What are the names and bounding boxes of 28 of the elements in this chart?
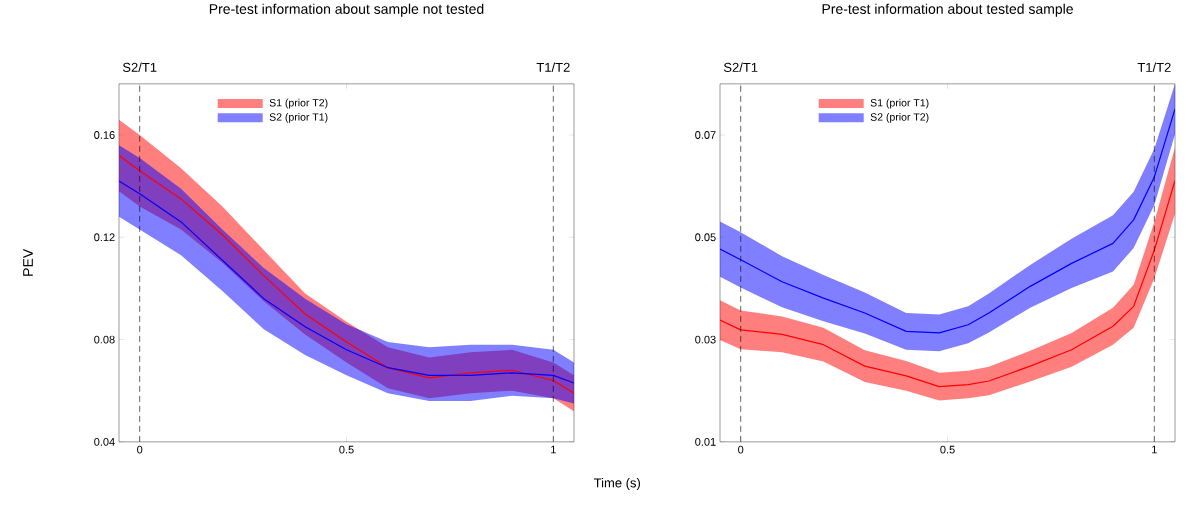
y-tick-label: 0.08 <box>94 335 115 344</box>
y-tick-label: 0.12 <box>94 233 115 242</box>
line-series <box>720 179 1176 388</box>
chart-title: Pre-test information about tested sample <box>822 3 1073 17</box>
x-axis-title: Time (s) <box>593 478 640 491</box>
y-tick-label: 0.07 <box>695 131 716 139</box>
y-tick-label: 0.03 <box>695 335 716 344</box>
x-tick-label: 1 <box>1152 445 1157 454</box>
ref-line-label: S2/T1 <box>122 62 157 73</box>
line-series <box>720 108 1176 334</box>
y-axis-title: PEV <box>23 248 33 276</box>
y-tick-label: 0.16 <box>94 131 115 139</box>
x-tick-label: 0.5 <box>940 445 955 454</box>
chart-title: Pre-test information about sample not tested <box>209 3 484 17</box>
legend-label: S1 (prior T1) <box>870 98 929 109</box>
x-tick-label: 0 <box>137 445 143 454</box>
legend-label: S2 (prior T1) <box>269 113 328 123</box>
x-tick-label: 1 <box>551 445 556 454</box>
legend-label: S2 (prior T2) <box>870 113 929 123</box>
y-tick-label: 0.01 <box>695 438 716 446</box>
ref-line-label: T1/T2 <box>1137 62 1171 73</box>
y-tick-label: 0.04 <box>94 438 115 446</box>
ref-line-label: T1/T2 <box>536 62 570 73</box>
legend-label: S1 (prior T2) <box>269 98 328 109</box>
x-tick-label: 0 <box>738 445 744 454</box>
ref-line-label: S2/T1 <box>723 62 758 73</box>
y-tick-label: 0.05 <box>695 233 716 242</box>
x-tick-label: 0.5 <box>339 445 354 454</box>
